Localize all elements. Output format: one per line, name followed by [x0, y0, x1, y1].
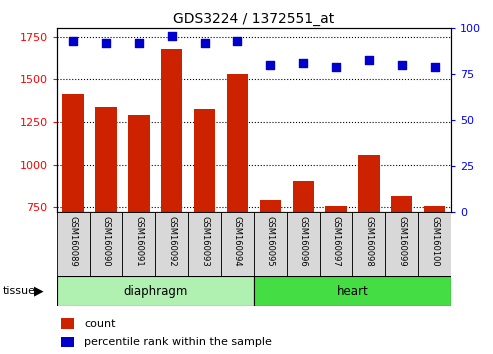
- Text: GSM160090: GSM160090: [102, 216, 110, 267]
- Text: GSM160089: GSM160089: [69, 216, 77, 267]
- Bar: [194, 109, 215, 212]
- Bar: [122, 212, 155, 276]
- Bar: [63, 94, 84, 212]
- Title: GDS3224 / 1372551_at: GDS3224 / 1372551_at: [173, 12, 335, 26]
- Point: [102, 40, 110, 46]
- Bar: [95, 107, 117, 212]
- Point: [365, 57, 373, 62]
- Text: heart: heart: [337, 285, 368, 298]
- Bar: [418, 212, 451, 276]
- Text: tissue: tissue: [2, 286, 35, 296]
- Bar: [352, 212, 386, 276]
- Point: [168, 33, 176, 39]
- Text: GSM160100: GSM160100: [430, 216, 439, 267]
- Bar: [319, 212, 352, 276]
- Text: GSM160096: GSM160096: [299, 216, 308, 267]
- Point: [234, 38, 242, 44]
- Bar: [260, 200, 281, 212]
- Bar: [61, 319, 74, 329]
- Bar: [57, 212, 90, 276]
- Text: diaphragm: diaphragm: [123, 285, 187, 298]
- Bar: [358, 155, 380, 212]
- Bar: [287, 212, 319, 276]
- Bar: [188, 212, 221, 276]
- Text: GSM160092: GSM160092: [167, 216, 176, 267]
- Bar: [61, 337, 74, 348]
- Bar: [161, 49, 182, 212]
- Bar: [386, 212, 418, 276]
- Bar: [391, 196, 413, 212]
- Point: [431, 64, 439, 70]
- Point: [299, 61, 307, 66]
- Text: GSM160097: GSM160097: [332, 216, 341, 267]
- Text: GSM160098: GSM160098: [364, 216, 373, 267]
- Bar: [254, 212, 287, 276]
- Text: percentile rank within the sample: percentile rank within the sample: [84, 337, 272, 347]
- Bar: [57, 276, 254, 306]
- Point: [398, 62, 406, 68]
- Text: count: count: [84, 319, 116, 329]
- Point: [266, 62, 274, 68]
- Bar: [292, 181, 314, 212]
- Point: [332, 64, 340, 70]
- Text: GSM160091: GSM160091: [135, 216, 143, 267]
- Point: [201, 40, 209, 46]
- Bar: [325, 206, 347, 212]
- Point: [135, 40, 143, 46]
- Text: GSM160094: GSM160094: [233, 216, 242, 267]
- Bar: [90, 212, 122, 276]
- Text: GSM160093: GSM160093: [200, 216, 209, 267]
- Text: GSM160095: GSM160095: [266, 216, 275, 267]
- Point: [69, 38, 77, 44]
- Text: GSM160099: GSM160099: [397, 216, 406, 267]
- Bar: [221, 212, 254, 276]
- Bar: [128, 115, 149, 212]
- Bar: [254, 276, 451, 306]
- Bar: [424, 206, 445, 212]
- Bar: [155, 212, 188, 276]
- Text: ▶: ▶: [34, 285, 43, 298]
- Bar: [227, 74, 248, 212]
